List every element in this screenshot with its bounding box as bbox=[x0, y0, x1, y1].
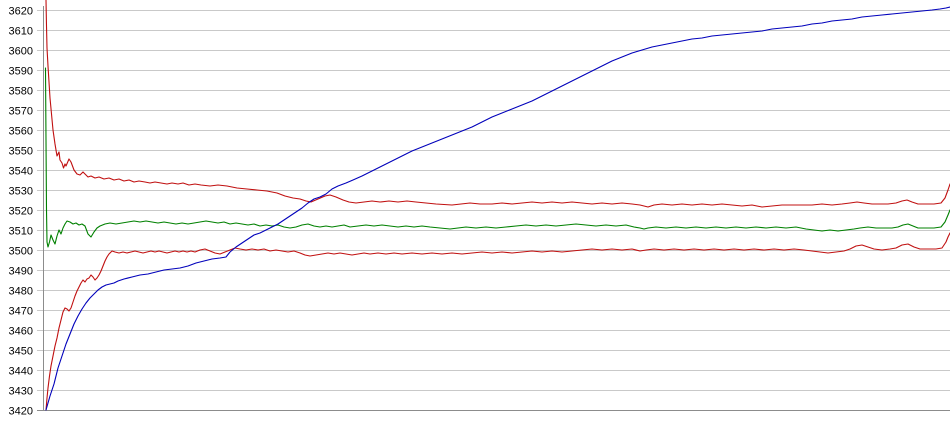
y-axis-label: 3490 bbox=[9, 266, 33, 278]
y-axis-label: 3520 bbox=[9, 206, 33, 218]
y-axis-label: 3590 bbox=[9, 66, 33, 78]
y-axis-label: 3510 bbox=[9, 226, 33, 238]
y-axis-label: 3610 bbox=[9, 26, 33, 38]
y-axis-label: 3620 bbox=[9, 6, 33, 18]
y-axis-label: 3470 bbox=[9, 306, 33, 318]
series-rising-line-blue bbox=[45, 6, 950, 411]
series-lower-band-red bbox=[45, 232, 950, 411]
y-axis-label: 3460 bbox=[9, 326, 33, 338]
y-axis-label: 3450 bbox=[9, 346, 33, 358]
y-axis-label: 3550 bbox=[9, 146, 33, 158]
y-axis-label: 3420 bbox=[9, 406, 33, 418]
series-upper-band-red bbox=[45, 0, 950, 208]
y-axis-label: 3540 bbox=[9, 166, 33, 178]
y-axis-label: 3530 bbox=[9, 186, 33, 198]
y-axis-label: 3480 bbox=[9, 286, 33, 298]
y-axis-label: 3570 bbox=[9, 106, 33, 118]
y-axis-label: 3440 bbox=[9, 366, 33, 378]
y-axis-label: 3600 bbox=[9, 46, 33, 58]
y-axis-label: 3560 bbox=[9, 126, 33, 138]
y-axis-label: 3430 bbox=[9, 386, 33, 398]
y-axis-label: 3580 bbox=[9, 86, 33, 98]
y-axis-label: 3500 bbox=[9, 246, 33, 258]
series-middle-band-green bbox=[44, 67, 950, 248]
